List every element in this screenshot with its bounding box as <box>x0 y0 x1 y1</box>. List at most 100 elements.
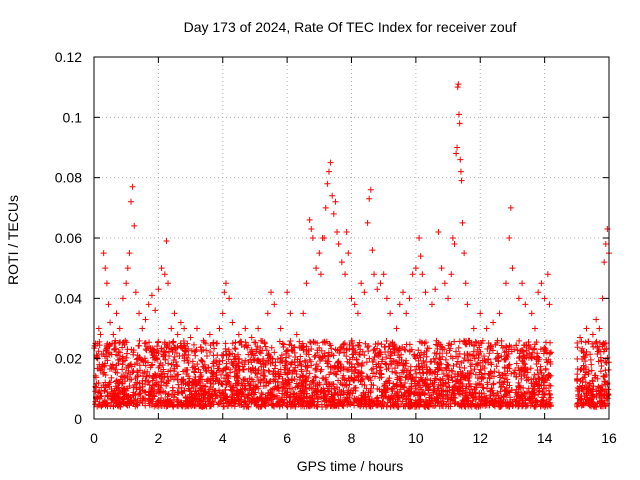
data-point <box>193 395 200 402</box>
data-point <box>296 376 303 383</box>
data-point <box>221 403 228 410</box>
data-point <box>336 400 343 407</box>
data-point <box>320 353 327 360</box>
data-point <box>352 366 359 373</box>
data-point <box>447 345 454 352</box>
data-point <box>533 397 540 404</box>
data-point <box>532 378 539 385</box>
data-point <box>522 342 529 349</box>
data-point <box>372 373 379 380</box>
data-point <box>340 364 347 371</box>
data-point <box>171 365 178 372</box>
data-point <box>111 345 118 352</box>
data-point <box>416 366 423 373</box>
data-point <box>376 367 383 374</box>
data-point <box>203 347 210 354</box>
data-point <box>364 344 371 351</box>
y-tick-label: 0.04 <box>55 290 82 306</box>
data-point <box>149 395 156 402</box>
data-point <box>368 396 375 403</box>
data-point <box>110 364 117 371</box>
data-point <box>397 382 404 389</box>
data-point <box>358 378 365 385</box>
data-point <box>126 383 133 390</box>
data-point <box>503 384 510 391</box>
data-point <box>541 344 548 351</box>
data-point <box>346 381 353 388</box>
data-point <box>487 345 494 352</box>
data-point <box>185 382 192 389</box>
data-point <box>118 380 125 387</box>
data-point <box>309 378 316 385</box>
data-point <box>513 373 520 380</box>
data-point <box>108 374 115 381</box>
data-point <box>170 376 177 383</box>
data-point <box>380 395 387 402</box>
data-point <box>127 394 134 401</box>
data-point <box>524 402 531 409</box>
data-point <box>192 396 199 403</box>
data-point <box>140 372 147 379</box>
data-point <box>540 396 547 403</box>
data-point <box>112 392 119 399</box>
data-point <box>191 341 198 348</box>
data-point <box>298 368 305 375</box>
data-point <box>112 369 119 376</box>
data-point <box>412 385 419 392</box>
data-point <box>221 375 228 382</box>
data-point <box>256 349 263 356</box>
data-point <box>123 364 130 371</box>
chart-title: Day 173 of 2024, Rate Of TEC Index for r… <box>184 19 517 35</box>
data-point <box>431 379 438 386</box>
data-point <box>190 384 197 391</box>
data-point <box>504 364 511 371</box>
data-point <box>256 394 263 401</box>
data-point <box>479 384 486 391</box>
data-point <box>439 344 446 351</box>
data-point <box>277 359 284 366</box>
data-point <box>165 390 172 397</box>
data-point <box>348 338 355 345</box>
data-point <box>328 381 335 388</box>
data-point <box>378 341 385 348</box>
data-point <box>274 379 281 386</box>
data-point <box>390 380 397 387</box>
data-point <box>439 388 446 395</box>
data-point <box>375 360 382 367</box>
data-point <box>340 387 347 394</box>
data-point <box>384 399 391 406</box>
data-point <box>487 344 494 351</box>
data-point <box>467 402 474 409</box>
x-axis-label: GPS time / hours <box>297 458 404 474</box>
data-point <box>181 355 188 362</box>
data-point <box>355 361 362 368</box>
data-point <box>347 399 354 406</box>
data-point <box>521 365 528 372</box>
data-point <box>126 402 133 409</box>
data-point <box>103 342 110 349</box>
data-point <box>180 338 187 345</box>
data-point <box>349 346 356 353</box>
data-point <box>504 402 511 409</box>
data-point <box>307 403 314 410</box>
data-point <box>199 403 206 410</box>
data-point <box>265 350 272 357</box>
data-point <box>207 349 214 356</box>
data-point <box>420 399 427 406</box>
data-point <box>421 362 428 369</box>
data-point <box>331 363 338 370</box>
data-point <box>314 387 321 394</box>
data-point <box>484 381 491 388</box>
data-point <box>306 370 313 377</box>
data-point <box>146 339 153 346</box>
data-point <box>228 359 235 366</box>
data-point <box>371 346 378 353</box>
data-point <box>128 376 135 383</box>
data-point <box>541 382 548 389</box>
data-point <box>528 376 535 383</box>
data-point <box>311 373 318 380</box>
data-point <box>425 383 432 390</box>
data-point <box>181 347 188 354</box>
data-point <box>236 402 243 409</box>
data-point <box>303 343 310 350</box>
